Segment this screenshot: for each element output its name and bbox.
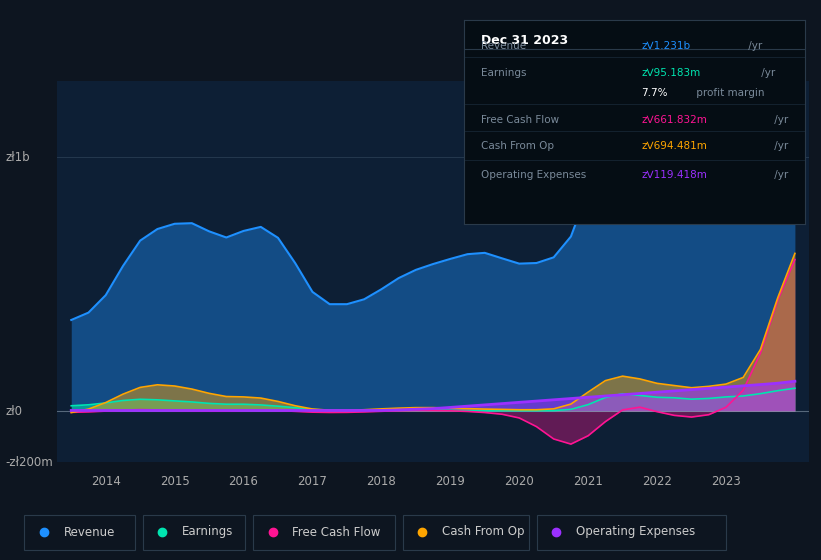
Text: Dec 31 2023: Dec 31 2023	[481, 34, 568, 47]
Text: Cash From Op: Cash From Op	[481, 141, 554, 151]
Text: /yr: /yr	[770, 115, 788, 125]
Text: 2016: 2016	[228, 475, 259, 488]
Text: zᐯ694.481m: zᐯ694.481m	[641, 141, 707, 151]
Text: zᐯ119.418m: zᐯ119.418m	[641, 170, 707, 180]
Text: 2018: 2018	[366, 475, 397, 488]
Text: Operating Expenses: Operating Expenses	[481, 170, 586, 180]
Text: zᐯ95.183m: zᐯ95.183m	[641, 68, 700, 78]
Text: Earnings: Earnings	[481, 68, 526, 78]
Text: Revenue: Revenue	[64, 525, 115, 539]
Text: Operating Expenses: Operating Expenses	[576, 525, 695, 539]
Text: 2015: 2015	[160, 475, 190, 488]
Text: /yr: /yr	[745, 41, 762, 51]
Text: Revenue: Revenue	[481, 41, 526, 51]
Text: 2019: 2019	[435, 475, 466, 488]
Text: 2021: 2021	[573, 475, 603, 488]
Text: Earnings: Earnings	[182, 525, 233, 539]
Text: zᐯ661.832m: zᐯ661.832m	[641, 115, 707, 125]
Text: 2023: 2023	[711, 475, 741, 488]
Text: zᐯ1.231b: zᐯ1.231b	[641, 41, 690, 51]
Text: /yr: /yr	[758, 68, 775, 78]
Text: 2017: 2017	[297, 475, 328, 488]
Text: 7.7%: 7.7%	[641, 88, 667, 98]
Text: zł1b: zł1b	[6, 151, 30, 164]
Text: /yr: /yr	[770, 141, 788, 151]
Text: 2020: 2020	[504, 475, 534, 488]
Text: Free Cash Flow: Free Cash Flow	[481, 115, 559, 125]
Text: -zł200m: -zł200m	[6, 455, 53, 469]
Text: Free Cash Flow: Free Cash Flow	[292, 525, 381, 539]
Text: 2014: 2014	[91, 475, 121, 488]
Text: /yr: /yr	[770, 170, 788, 180]
Text: 2022: 2022	[642, 475, 672, 488]
Text: zł0: zł0	[6, 405, 23, 418]
Text: profit margin: profit margin	[693, 88, 764, 98]
Text: Cash From Op: Cash From Op	[442, 525, 525, 539]
